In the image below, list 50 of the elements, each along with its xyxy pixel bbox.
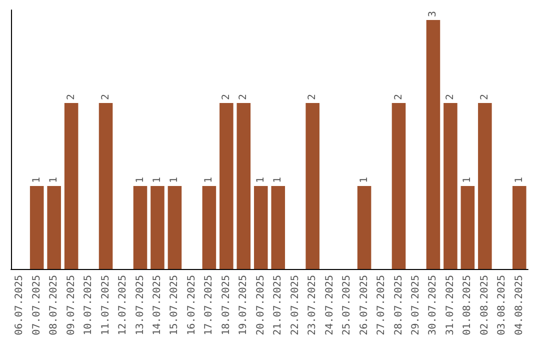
data-label: 2 bbox=[444, 94, 456, 100]
data-label: 1 bbox=[204, 176, 215, 183]
x-tick-label: 03.08.2025 bbox=[496, 275, 508, 336]
data-label: 2 bbox=[100, 94, 112, 100]
x-tick-label: 30.07.2025 bbox=[428, 275, 439, 336]
x-tick-label: 01.08.2025 bbox=[462, 275, 474, 336]
x-tick-label: 16.07.2025 bbox=[186, 275, 198, 336]
data-label: 1 bbox=[134, 176, 146, 183]
x-tick-label: 02.08.2025 bbox=[479, 275, 490, 336]
x-tick-label: 31.07.2025 bbox=[444, 275, 456, 336]
x-tick-label: 20.07.2025 bbox=[255, 275, 266, 336]
x-tick-label: 26.07.2025 bbox=[358, 275, 370, 336]
x-tick-label: 09.07.2025 bbox=[66, 275, 77, 336]
data-label: 1 bbox=[462, 176, 474, 183]
data-label: 1 bbox=[48, 176, 60, 183]
x-tick-label: 27.07.2025 bbox=[376, 275, 388, 336]
x-tick-label: 23.07.2025 bbox=[307, 275, 318, 336]
x-tick-label: 21.07.2025 bbox=[272, 275, 284, 336]
x-tick-label: 24.07.2025 bbox=[324, 275, 336, 336]
data-label: 1 bbox=[169, 176, 180, 183]
data-label: 1 bbox=[255, 176, 266, 183]
data-label: 1 bbox=[358, 176, 370, 183]
data-label: 2 bbox=[393, 94, 404, 100]
x-tick-label: 18.07.2025 bbox=[220, 275, 232, 336]
x-tick-label: 28.07.2025 bbox=[393, 275, 404, 336]
x-tick-label: 22.07.2025 bbox=[290, 275, 301, 336]
x-tick-label: 10.07.2025 bbox=[83, 275, 94, 336]
x-tick-label: 15.07.2025 bbox=[169, 275, 180, 336]
data-label: 1 bbox=[31, 176, 42, 183]
x-tick-label: 17.07.2025 bbox=[204, 275, 215, 336]
data-label: 2 bbox=[66, 94, 77, 100]
data-label: 3 bbox=[428, 10, 439, 17]
data-label: 1 bbox=[272, 176, 284, 183]
data-label: 2 bbox=[238, 94, 250, 100]
x-tick-label: 25.07.2025 bbox=[342, 275, 353, 336]
x-tick-label: 13.07.2025 bbox=[134, 275, 146, 336]
data-label: 1 bbox=[152, 176, 163, 183]
x-tick-label: 08.07.2025 bbox=[48, 275, 60, 336]
data-label: 1 bbox=[514, 176, 525, 183]
x-tick-label: 06.07.2025 bbox=[14, 275, 26, 336]
data-label: 2 bbox=[307, 94, 318, 100]
x-tick-label: 14.07.2025 bbox=[152, 275, 163, 336]
x-tick-label: 04.08.2025 bbox=[514, 275, 525, 336]
x-tick-label: 29.07.2025 bbox=[410, 275, 422, 336]
data-label: 2 bbox=[220, 94, 232, 100]
data-label: 2 bbox=[479, 94, 490, 100]
x-tick-label: 07.07.2025 bbox=[31, 275, 42, 336]
x-tick-label: 12.07.2025 bbox=[118, 275, 129, 336]
x-tick-label: 19.07.2025 bbox=[238, 275, 250, 336]
x-tick-label: 11.07.2025 bbox=[100, 275, 112, 336]
